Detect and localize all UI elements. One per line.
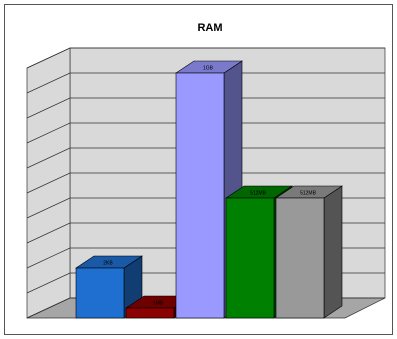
bar-front: [225, 197, 275, 319]
data-label: 512MB: [250, 190, 267, 196]
data-label: 1MB: [153, 300, 164, 306]
grid-line: [26, 72, 385, 94]
grid-line: [26, 172, 385, 194]
data-label: 1GB: [203, 65, 214, 71]
data-label: 512MB: [300, 190, 317, 196]
bar-front: [75, 267, 125, 319]
grid-line: [26, 147, 385, 169]
data-label: 2KB: [103, 260, 113, 266]
grid-line: [26, 97, 385, 119]
bar-front: [275, 197, 325, 319]
bar-side: [323, 185, 343, 319]
grid-line: [26, 122, 385, 144]
bar-front: [175, 72, 225, 319]
bar-front: [125, 307, 175, 319]
grid-line: [26, 47, 385, 69]
bar: [275, 185, 343, 319]
chart-title: RAM: [197, 22, 222, 34]
